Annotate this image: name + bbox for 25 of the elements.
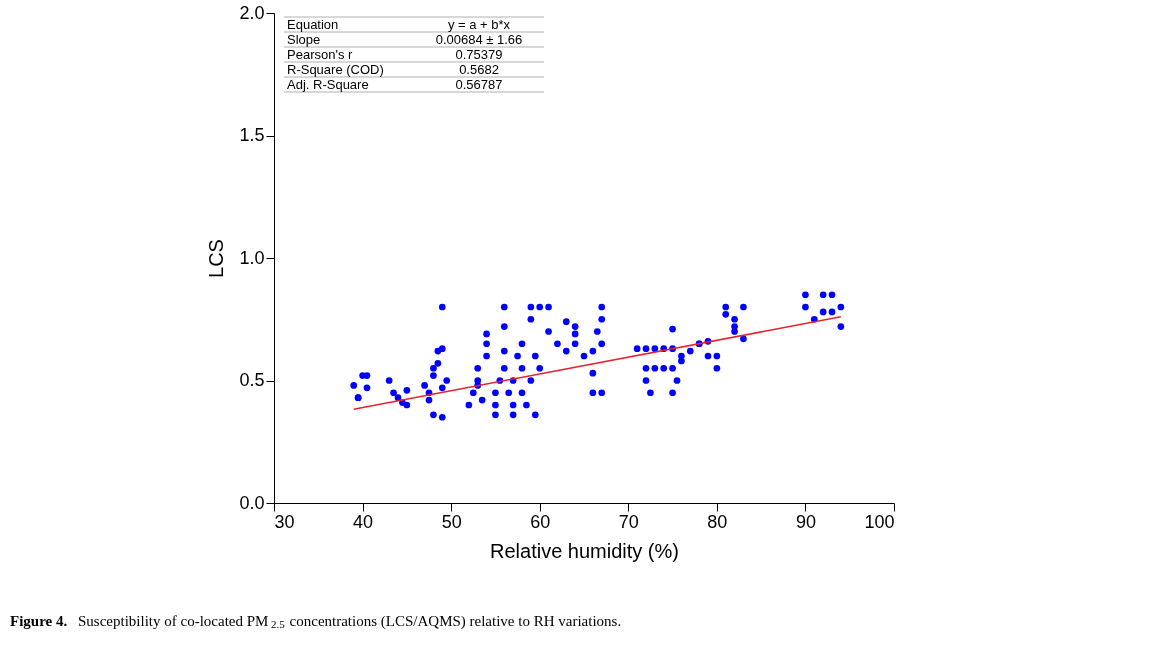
x-tick-label: 40 (353, 511, 374, 532)
y-tick-label: 1.5 (239, 125, 265, 145)
x-axis-title: Relative humidity (%) (490, 539, 679, 562)
annotation: Slope (287, 31, 321, 47)
annotation: 0.00684 ± 1.66 (435, 31, 523, 47)
y-tick-label: 0.5 (239, 370, 265, 390)
annotation: R-Square (COD) (287, 61, 384, 77)
x-tick-label: 30 (274, 511, 295, 532)
x-tick-label: 70 (618, 511, 639, 532)
annotation: 0.75379 (455, 46, 503, 62)
annotation: 0.5682 (459, 61, 499, 77)
x-tick-label: 100 (864, 511, 895, 532)
x-tick-label: 60 (530, 511, 551, 532)
y-tick-label: 0.0 (239, 492, 265, 513)
annotation: y = a + b*x (447, 16, 511, 32)
y-tick-label: 1.0 (239, 247, 265, 268)
x-tick-label: 90 (795, 511, 816, 532)
annotation: Adj. R-Square (287, 76, 369, 92)
x-tick-label: 50 (441, 511, 462, 532)
y-tick-label: 2.0 (239, 2, 265, 23)
annotation: Equation (287, 16, 339, 32)
annotation: 0.56787 (455, 76, 503, 92)
x-tick-label: 80 (707, 511, 728, 532)
annotation: Pearson's r (287, 46, 354, 62)
y-axis-title: LCS (205, 239, 228, 278)
